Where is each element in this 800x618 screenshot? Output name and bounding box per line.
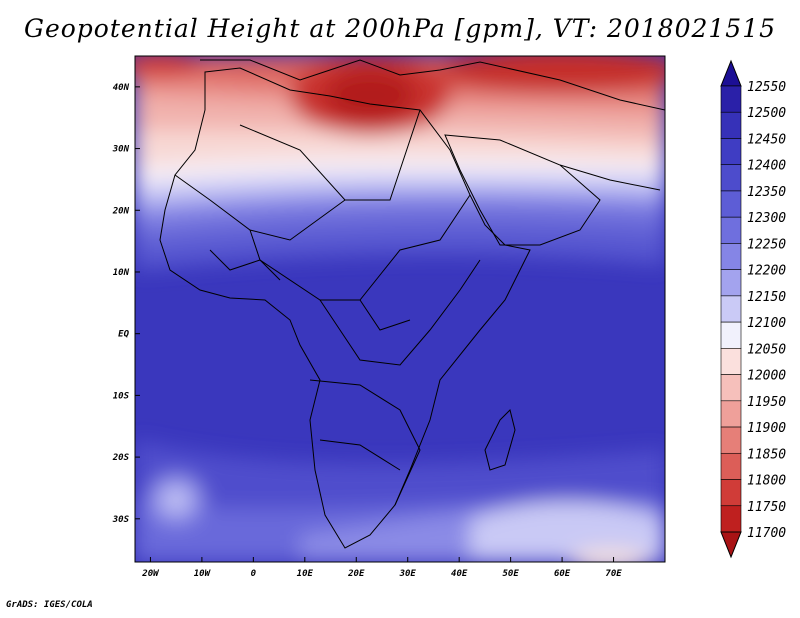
colorbar-label: 12300	[747, 211, 786, 226]
colorbar-swatch	[720, 426, 742, 454]
height-field	[135, 56, 665, 562]
colorbar-swatch	[720, 164, 742, 192]
x-tick-label: 30E	[399, 569, 417, 579]
colorbar-label: 11950	[747, 395, 786, 410]
colorbar-swatch	[720, 216, 742, 244]
y-tick-label: 10S	[113, 391, 130, 401]
x-tick-label: 50E	[502, 569, 519, 579]
colorbar-label: 12100	[747, 316, 786, 331]
colorbar-swatch	[720, 348, 742, 375]
y-tick-label: 30N	[112, 145, 130, 155]
colorbar-label: 11850	[747, 447, 786, 462]
axis-ticks: 20W 10W 0 10E 20E 30E 40E 50E 60E 70E 40N 30N 20N 10N…	[112, 83, 623, 579]
colorbar-label: 12500	[747, 106, 786, 121]
x-tick-label: 20W	[141, 569, 160, 579]
colorbar-swatch	[720, 479, 742, 507]
x-tick-label: 70E	[605, 569, 622, 579]
colorbar-swatch	[720, 138, 742, 166]
colorbar-swatch	[720, 374, 742, 402]
colorbar: 12550 12500 12450 12400 12350 12300 12250 12200…	[720, 59, 786, 559]
map-title: Geopotential Height at 200hPa [gpm], VT:…	[23, 14, 777, 43]
colorbar-label: 12200	[747, 264, 786, 279]
colorbar-label: 12550	[747, 80, 786, 95]
x-tick-label: 60E	[554, 569, 571, 579]
colorbar-bottom-arrow	[720, 531, 742, 559]
y-tick-label: 40N	[113, 83, 130, 93]
x-tick-label: 10W	[194, 569, 212, 579]
colorbar-label: 12350	[747, 185, 786, 200]
colorbar-label: 12450	[747, 132, 786, 147]
colorbar-label: 11800	[747, 474, 786, 489]
colorbar-swatch	[720, 505, 742, 533]
colorbar-label: 12150	[747, 290, 786, 305]
colorbar-swatch	[720, 269, 742, 297]
plot-frame	[134, 55, 666, 563]
colorbar-swatch	[720, 190, 742, 218]
coastlines	[159, 59, 665, 549]
colorbar-label: 11700	[747, 526, 786, 541]
x-tick-label: 40E	[451, 569, 468, 579]
x-tick-label: 10E	[297, 569, 314, 579]
colorbar-label: 12050	[747, 342, 786, 357]
colorbar-label: 11900	[747, 421, 786, 436]
colorbar-label: 12250	[747, 237, 786, 252]
colorbar-swatch	[720, 321, 742, 349]
colorbar-swatch	[720, 400, 742, 428]
colorbar-label: 12000	[747, 369, 786, 384]
colorbar-swatch	[720, 85, 742, 113]
y-tick-label: 20N	[112, 206, 130, 216]
x-tick-label: 20E	[347, 569, 365, 579]
colorbar-label: 11750	[747, 500, 786, 515]
y-tick-label: 30S	[112, 515, 130, 525]
colorbar-top-arrow	[720, 59, 742, 87]
credit-label: GrADS: IGES/COLA	[6, 600, 93, 610]
colorbar-label: 12400	[747, 159, 786, 174]
colorbar-swatch	[720, 452, 742, 480]
colorbar-swatch	[720, 111, 742, 139]
colorbar-swatch	[720, 295, 742, 323]
y-tick-label: 20S	[112, 453, 130, 463]
y-tick-label: EQ	[118, 330, 129, 340]
x-tick-label: 0	[251, 569, 257, 579]
y-tick-label: 10N	[113, 268, 130, 278]
colorbar-swatch	[720, 243, 742, 270]
